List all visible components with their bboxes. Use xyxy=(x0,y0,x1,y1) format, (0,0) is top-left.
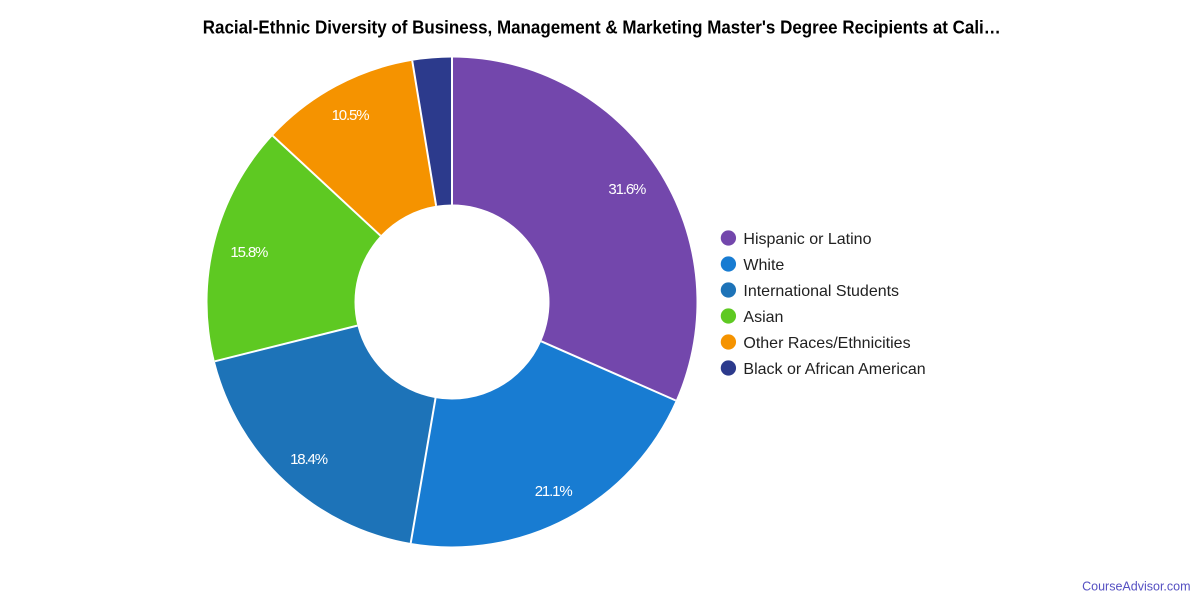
svg-text:31.6%: 31.6% xyxy=(608,181,646,198)
svg-text:18.4%: 18.4% xyxy=(290,451,328,468)
svg-text:International Students: International Students xyxy=(743,283,899,300)
svg-text:15.8%: 15.8% xyxy=(230,244,268,261)
svg-text:10.5%: 10.5% xyxy=(332,107,370,124)
svg-text:Hispanic or Latino: Hispanic or Latino xyxy=(743,231,871,248)
svg-text:Racial-Ethnic Diversity of Bus: Racial-Ethnic Diversity of Business, Man… xyxy=(203,18,1001,38)
svg-text:Other Races/Ethnicities: Other Races/Ethnicities xyxy=(743,335,910,352)
svg-text:Asian: Asian xyxy=(743,309,783,326)
svg-text:21.1%: 21.1% xyxy=(535,483,573,500)
svg-text:Black or African American: Black or African American xyxy=(743,361,925,378)
svg-text:White: White xyxy=(743,257,784,274)
svg-text:CourseAdvisor.com: CourseAdvisor.com xyxy=(1082,580,1190,594)
